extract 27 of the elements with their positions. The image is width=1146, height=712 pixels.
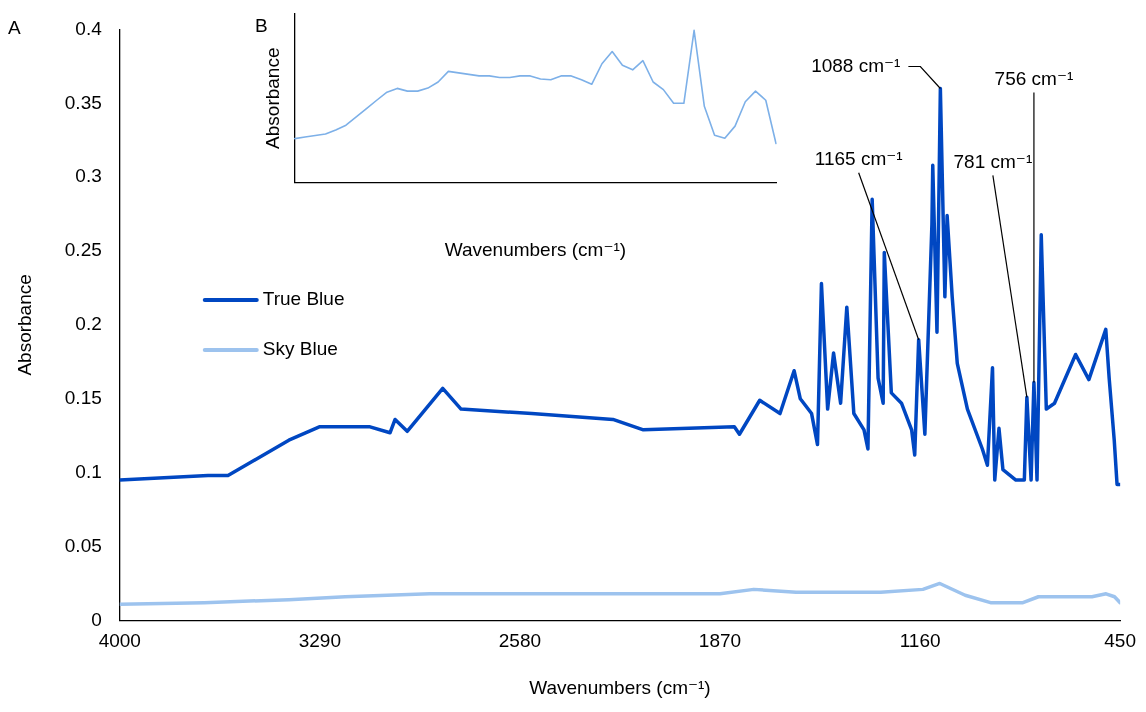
legend-label: Sky Blue [262,338,338,360]
text: A [8,17,21,38]
y-axis-title: Absorbance [13,274,35,376]
y-tick-label: 0.4 [75,17,103,39]
y-tick-label: 0.2 [75,313,102,335]
x-tick-label: 1160 [899,630,941,652]
x-axis-title: Wavenumbers (cm⁻¹) [444,238,627,260]
x-tick-label: 450 [1104,630,1136,652]
x-axis-title: Wavenumbers (cm⁻¹) [529,676,711,698]
annotation: 1088 cm⁻¹ [811,54,901,76]
x-tick-label: 4000 [98,630,141,652]
y-tick-label: 0 [91,608,102,630]
y-tick-label: 0.3 [75,165,102,187]
y-tick-label: 0.05 [64,534,102,556]
annotation: 1165 cm⁻¹ [814,147,903,169]
annotation: 756 cm⁻¹ [994,67,1074,89]
y-tick-label: 0.35 [64,91,102,113]
x-tick-label: 3290 [298,630,341,652]
annotation: B [255,15,268,36]
y-tick-label: 0.15 [64,387,102,409]
y-tick-label: 0.25 [64,239,102,261]
y-tick-label: 0.1 [75,460,102,482]
y-axis-title: Absorbance [261,47,283,149]
x-tick-label: 1870 [698,630,742,652]
legend-label: True Blue [262,288,345,310]
annotation: 781 cm⁻¹ [953,150,1033,172]
x-tick-label: 2580 [498,630,542,652]
